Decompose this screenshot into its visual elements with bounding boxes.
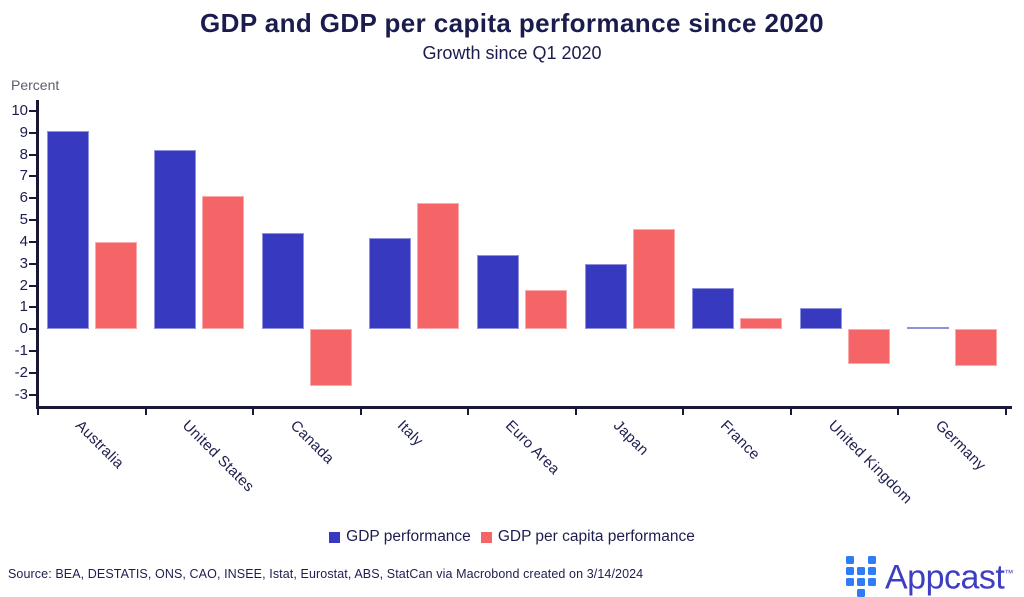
y-axis-tick: [29, 153, 36, 156]
legend-item: GDP per capita performance: [480, 528, 695, 546]
logo-pixel: [868, 556, 876, 564]
appcast-logo: Appcast™: [846, 551, 1013, 597]
chart-legend: GDP performance GDP per capita performanc…: [0, 528, 1024, 546]
y-axis-tick-label: -1: [14, 342, 28, 360]
x-axis-category-label: Euro Area: [501, 417, 564, 479]
logo-pixel: [846, 578, 854, 586]
x-axis-tick: [37, 408, 39, 415]
y-axis-tick: [29, 110, 36, 112]
y-axis-tick-label: 1: [19, 298, 28, 316]
legend-swatch: [329, 531, 341, 543]
logo-pixel: [868, 567, 876, 575]
x-axis-tick: [359, 408, 362, 415]
legend-label: GDP performance: [346, 528, 471, 545]
source-note: Source: BEA, DESTATIS, ONS, CAO, INSEE, …: [8, 567, 644, 581]
x-axis-category-label: United States: [179, 417, 258, 496]
x-axis-tick: [1005, 408, 1007, 415]
bar-gdp-per-capita-germany: [955, 329, 998, 367]
y-axis-tick-label: 2: [19, 276, 28, 294]
x-axis-tick: [467, 408, 470, 415]
x-axis-category-label: Japan: [609, 417, 652, 459]
bar-gdp-euro-area: [477, 255, 519, 330]
bar-gdp-germany: [907, 327, 950, 330]
x-axis-tick: [252, 408, 255, 415]
bar-gdp-per-capita-australia: [94, 242, 137, 330]
y-axis-tick: [29, 240, 36, 243]
y-axis-tick-label: 4: [19, 232, 28, 250]
y-axis-tick: [29, 284, 36, 287]
x-axis-category-label: France: [717, 417, 764, 464]
chart-subtitle: Growth since Q1 2020: [422, 43, 602, 63]
logo-pixel: [857, 589, 865, 597]
y-axis-tick-label: 8: [19, 145, 28, 163]
x-axis-category-label: Australia: [71, 417, 127, 473]
legend-label: GDP per capita performance: [497, 528, 695, 545]
bar-gdp-japan: [584, 263, 627, 330]
bar-gdp-per-capita-japan: [632, 228, 675, 330]
logo-pixel: [857, 567, 865, 575]
chart-plot: -3 -2 -1 0 1 2 3 4 5 6 7 8 9 10 Australia United States…: [11, 100, 1012, 508]
trademark-symbol: ™: [1004, 568, 1013, 578]
y-axis-line: [36, 100, 39, 409]
x-axis-tick: [682, 408, 685, 415]
x-axis-category-label: Italy: [394, 417, 427, 450]
bar-gdp-per-capita-france: [740, 318, 783, 330]
y-axis-tick: [29, 131, 36, 134]
legend-swatch: [480, 531, 492, 543]
y-axis-tick: [29, 262, 36, 265]
x-axis-category-label: Canada: [286, 417, 338, 468]
bar-gdp-canada: [261, 233, 304, 330]
logo-pixel: [868, 578, 876, 586]
y-axis-tick: [29, 175, 36, 178]
bar-gdp-per-capita-canada: [309, 329, 352, 387]
bar-gdp-united-states: [154, 150, 197, 330]
y-axis-tick-label: 9: [19, 123, 28, 141]
bar-gdp-france: [692, 287, 735, 330]
bar-gdp-per-capita-euro-area: [525, 290, 567, 330]
y-axis-tick-label: -3: [14, 385, 28, 403]
y-axis-tick: [29, 306, 36, 309]
x-axis-tick: [144, 408, 147, 415]
y-axis-tick: [29, 328, 36, 331]
y-axis-tick-label: 10: [11, 102, 28, 119]
bar-gdp-per-capita-united-kingdom: [847, 329, 890, 365]
bar-gdp-australia: [46, 130, 89, 330]
logo-pixel: [846, 567, 854, 575]
appcast-logo-text: Appcast™: [885, 551, 1013, 597]
logo-pixel: [857, 578, 865, 586]
y-axis-tick-label: 7: [19, 167, 28, 185]
y-axis-tick: [29, 219, 36, 222]
bar-gdp-per-capita-italy: [417, 202, 460, 330]
x-axis-category-label: United Kingdom: [824, 417, 916, 508]
appcast-logo-icon: [846, 556, 876, 597]
y-axis-tick-label: -2: [14, 363, 28, 381]
y-axis-tick-label: 5: [19, 211, 28, 229]
x-axis-line: [36, 406, 1012, 409]
logo-pixel: [846, 556, 854, 564]
x-axis-tick: [789, 408, 792, 415]
y-axis-tick: [29, 393, 36, 396]
y-axis-tick-label: 6: [19, 189, 28, 207]
x-axis-tick: [897, 408, 900, 415]
x-axis-tick: [574, 408, 577, 415]
y-axis-tick-label: 3: [19, 254, 28, 272]
chart-title: GDP and GDP per capita performance since…: [200, 8, 824, 38]
y-axis-tick: [29, 350, 36, 353]
y-axis-tick: [29, 371, 36, 374]
bar-gdp-united-kingdom: [799, 307, 842, 330]
y-axis-unit-label: Percent: [11, 77, 60, 93]
x-axis-category-label: Germany: [932, 417, 990, 475]
bar-gdp-italy: [369, 237, 412, 330]
bar-gdp-per-capita-united-states: [202, 196, 245, 330]
y-axis-tick-label: 0: [19, 320, 28, 338]
logo-wordmark: Appcast: [885, 558, 1005, 597]
y-axis-tick: [29, 197, 36, 200]
legend-item: GDP performance: [329, 528, 471, 546]
